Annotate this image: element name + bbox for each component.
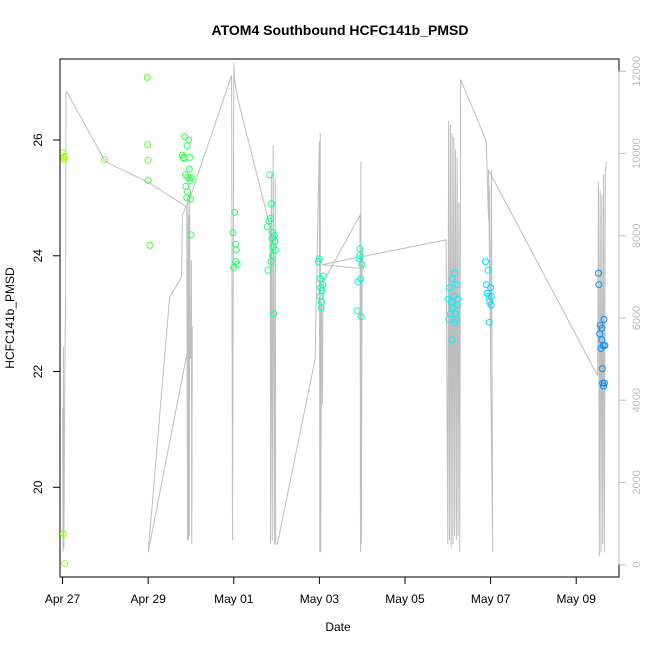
data-point [143, 74, 151, 81]
y2-tick-label: 12000 [631, 56, 643, 87]
y2-tick-label: 4000 [631, 388, 643, 412]
data-point [270, 310, 278, 318]
data-point [315, 255, 323, 263]
data-point [600, 379, 608, 387]
data-point [452, 315, 460, 323]
data-point [266, 171, 274, 179]
data-point [61, 152, 69, 160]
data-point [598, 365, 606, 373]
data-point [267, 214, 275, 222]
data-point [146, 241, 154, 249]
data-point [186, 153, 194, 161]
chart-title: ATOM4 Southbound HCFC141b_PMSD [212, 22, 469, 38]
data-point [482, 281, 490, 289]
data-point [269, 252, 277, 260]
data-point [183, 142, 191, 150]
data-point [454, 295, 462, 303]
data-point [271, 246, 279, 254]
y2-tick-label: 8000 [631, 224, 643, 248]
axes: Apr 27 Apr 29 May 01 May 03 May 05 May 07 May … [31, 56, 643, 606]
data-point [484, 266, 492, 274]
data-point [485, 318, 493, 326]
data-point [187, 231, 195, 239]
data-point [185, 165, 193, 173]
x-axis-label: Date [325, 620, 351, 634]
data-point [448, 336, 456, 344]
data-point [61, 560, 69, 568]
data-point [487, 284, 495, 292]
data-point [598, 324, 606, 332]
x-tick-label: May 01 [214, 592, 254, 606]
y-tick-label: 22 [31, 365, 45, 379]
data-point [187, 174, 195, 182]
x-tick-label: May 07 [471, 592, 511, 606]
data-point [144, 156, 152, 164]
data-point [601, 342, 609, 349]
data-point [229, 229, 237, 237]
altitude-series [62, 63, 607, 557]
data-point [183, 194, 191, 202]
y-tick-label: 24 [31, 249, 45, 263]
data-points [59, 74, 609, 568]
data-point [267, 200, 275, 208]
x-tick-label: Apr 29 [130, 592, 166, 606]
y-tick-label: 26 [31, 133, 45, 147]
y-tick-label: 20 [31, 480, 45, 494]
data-point [101, 156, 108, 164]
data-point [187, 195, 194, 203]
data-point [232, 246, 240, 254]
y2-tick-label: 0 [631, 562, 643, 568]
data-point [355, 255, 363, 263]
data-point [60, 156, 68, 164]
data-point [353, 307, 361, 315]
y-axis-label: HCFC141b_PMSD [3, 267, 17, 369]
data-point [184, 188, 192, 196]
data-point [600, 382, 608, 390]
x-tick-label: Apr 27 [45, 592, 81, 606]
altitude-line [62, 63, 607, 557]
data-point [487, 292, 495, 300]
data-point [487, 301, 495, 309]
data-point [595, 269, 602, 277]
data-point [595, 281, 603, 289]
data-point [356, 252, 364, 260]
data-point [263, 223, 271, 231]
data-point [182, 182, 190, 190]
data-point [233, 261, 241, 268]
plot-frame [59, 58, 620, 578]
data-point [181, 133, 189, 141]
data-point [482, 258, 489, 266]
data-point [357, 313, 365, 321]
y2-tick-label: 6000 [631, 306, 643, 330]
data-point [264, 266, 272, 274]
x-tick-label: May 05 [385, 592, 425, 606]
x-tick-label: May 03 [300, 592, 340, 606]
data-point [318, 298, 325, 306]
y2-tick-label: 10000 [631, 138, 643, 169]
data-point [453, 281, 461, 289]
y2-tick-label: 2000 [631, 470, 643, 494]
data-point [59, 530, 67, 538]
data-point [144, 141, 152, 149]
data-point [446, 310, 454, 318]
data-point [319, 272, 327, 280]
data-point [144, 177, 152, 184]
data-point [600, 315, 608, 323]
data-point [319, 281, 327, 289]
data-point [356, 245, 364, 253]
x-tick-label: May 09 [557, 592, 597, 606]
data-point [596, 330, 604, 338]
data-point [358, 261, 366, 268]
data-point [357, 275, 364, 283]
data-point [231, 208, 239, 216]
data-point [449, 275, 456, 283]
data-point [315, 258, 322, 266]
data-point [268, 234, 276, 242]
data-point [185, 136, 193, 144]
data-point [446, 284, 453, 292]
